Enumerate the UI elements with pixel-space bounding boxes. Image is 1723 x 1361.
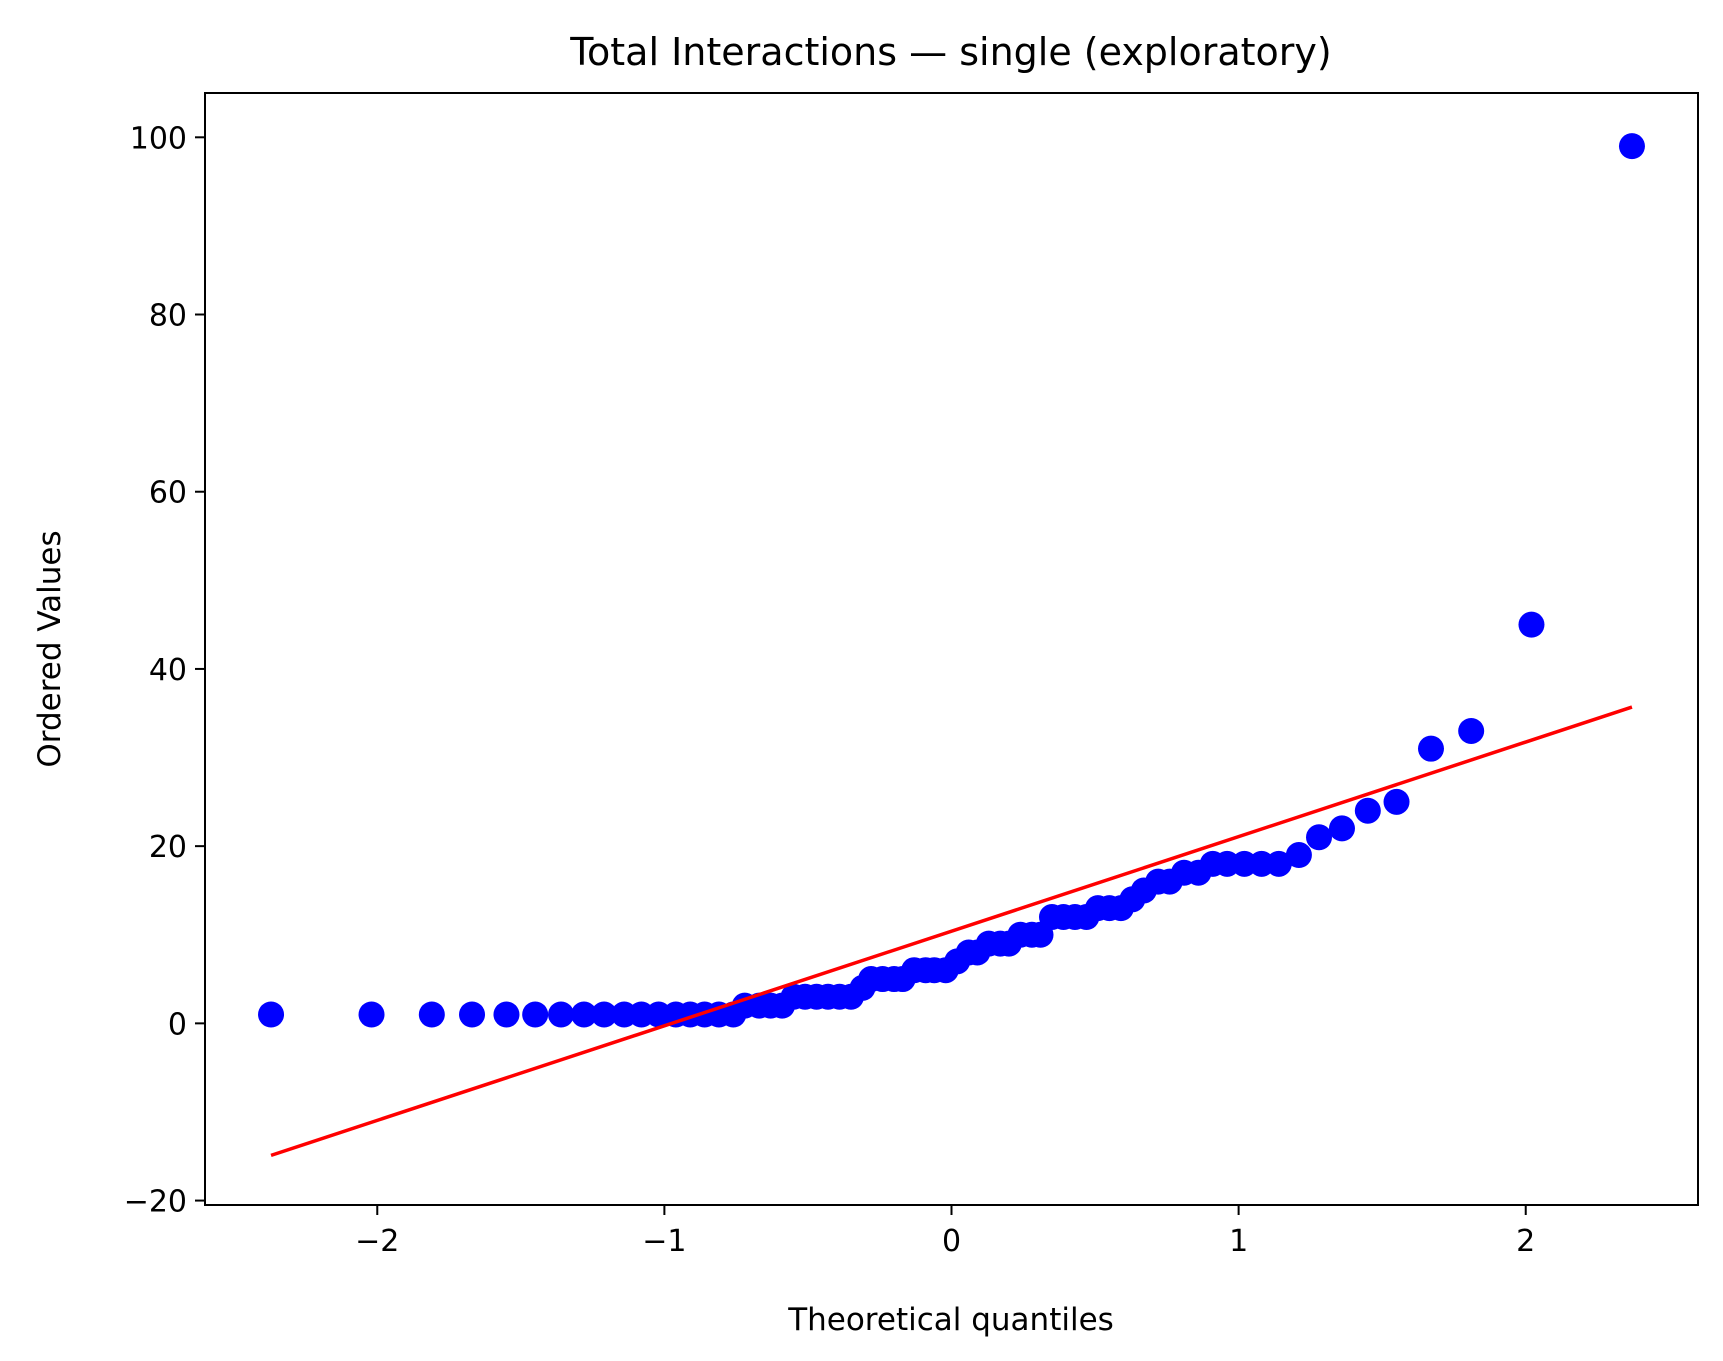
data-point bbox=[418, 1001, 445, 1028]
x-tick-label: 1 bbox=[1229, 1224, 1248, 1259]
data-point bbox=[1285, 842, 1312, 869]
y-tick-label: 20 bbox=[149, 830, 187, 865]
y-tick-label: 60 bbox=[149, 476, 187, 511]
x-axis-label: Theoretical quantiles bbox=[787, 1302, 1114, 1338]
y-tick-label: 40 bbox=[149, 653, 187, 688]
data-point bbox=[493, 1001, 520, 1028]
x-axis: −2 −1 0 1 2 bbox=[355, 1205, 1535, 1259]
y-axis: −20 0 20 40 60 80 100 bbox=[124, 121, 205, 1220]
data-point bbox=[258, 1001, 285, 1028]
data-point bbox=[1518, 611, 1545, 638]
data-point bbox=[1265, 850, 1292, 877]
data-point bbox=[1458, 717, 1485, 744]
data-point bbox=[1618, 133, 1645, 160]
data-point bbox=[1354, 797, 1381, 824]
data-point bbox=[591, 1001, 618, 1028]
data-point bbox=[1417, 735, 1444, 762]
x-tick-label: −2 bbox=[355, 1224, 399, 1259]
data-point bbox=[1383, 788, 1410, 815]
y-axis-label: Ordered Values bbox=[32, 530, 68, 767]
chart-title: Total Interactions — single (exploratory… bbox=[569, 30, 1331, 74]
data-point bbox=[548, 1001, 575, 1028]
data-point bbox=[459, 1001, 486, 1028]
data-point bbox=[1306, 824, 1333, 851]
y-tick-label: −20 bbox=[124, 1185, 187, 1220]
y-tick-label: 80 bbox=[149, 299, 187, 334]
y-tick-label: 100 bbox=[130, 121, 187, 156]
data-point bbox=[522, 1001, 549, 1028]
plot-area bbox=[258, 133, 1645, 1158]
fit-line bbox=[270, 705, 1633, 1158]
data-point bbox=[1328, 815, 1355, 842]
data-point bbox=[358, 1001, 385, 1028]
x-tick-label: 0 bbox=[942, 1224, 961, 1259]
data-point bbox=[570, 1001, 597, 1028]
x-tick-label: −1 bbox=[642, 1224, 686, 1259]
y-tick-label: 0 bbox=[168, 1007, 187, 1042]
x-tick-label: 2 bbox=[1516, 1224, 1535, 1259]
